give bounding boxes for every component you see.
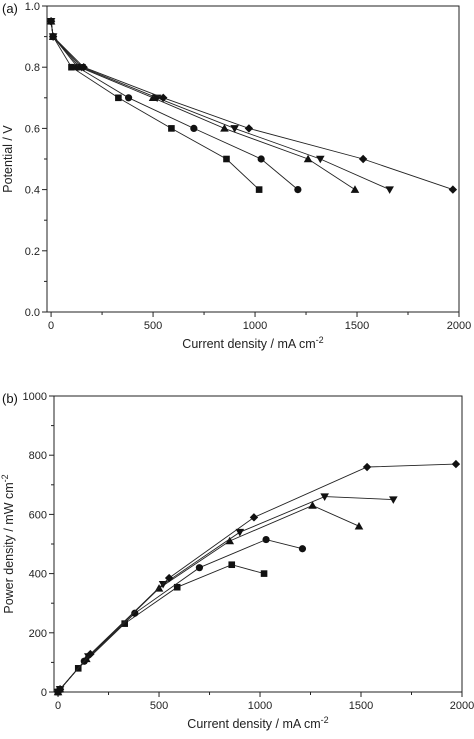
data-point bbox=[220, 124, 229, 132]
y-tick-label: 0.6 bbox=[25, 123, 40, 135]
data-point bbox=[223, 155, 230, 163]
series-triangle-down bbox=[53, 493, 398, 697]
data-point bbox=[451, 459, 461, 469]
data-point bbox=[298, 545, 307, 553]
series-line bbox=[57, 539, 303, 693]
data-point bbox=[389, 496, 398, 504]
data-point bbox=[195, 564, 204, 572]
series-line bbox=[57, 505, 360, 693]
x-tick-label: 0 bbox=[55, 700, 61, 712]
data-point bbox=[230, 125, 239, 133]
data-point bbox=[190, 124, 198, 132]
data-point bbox=[115, 94, 122, 102]
y-tick-label: 0.4 bbox=[25, 185, 40, 197]
data-point bbox=[308, 501, 317, 509]
panel-b-chart: 0 500 1000 1500 2000 0 200 400 600 800 1000 Current… bbox=[0, 391, 474, 731]
series-diamond bbox=[53, 459, 461, 697]
series-triangle-up bbox=[46, 17, 360, 193]
x-tick-label: 500 bbox=[144, 320, 162, 332]
data-point bbox=[164, 573, 174, 583]
series-circle bbox=[54, 535, 307, 696]
data-point bbox=[358, 154, 368, 164]
series-line bbox=[57, 496, 394, 693]
data-point bbox=[124, 94, 133, 102]
plot-frame bbox=[46, 5, 460, 313]
y-tick-label: 400 bbox=[29, 569, 47, 581]
data-point bbox=[320, 493, 329, 501]
x-axis-label: Current density / mA cm-2 bbox=[182, 335, 323, 351]
data-point bbox=[262, 535, 270, 544]
data-point bbox=[235, 528, 245, 537]
series-line bbox=[50, 21, 390, 191]
y-tick-label: 1000 bbox=[23, 391, 47, 403]
series-line bbox=[50, 21, 260, 190]
data-point bbox=[260, 570, 268, 577]
data-point bbox=[228, 561, 236, 569]
x-tick-label: 0 bbox=[48, 320, 54, 332]
data-point bbox=[79, 63, 88, 72]
y-tick-label: 0.8 bbox=[25, 62, 40, 74]
y-tick-label: 1.0 bbox=[25, 1, 40, 13]
data-point bbox=[249, 513, 259, 522]
x-tick-label: 2000 bbox=[447, 320, 471, 332]
x-tick-label: 1000 bbox=[243, 320, 267, 332]
series-circle bbox=[47, 17, 302, 194]
y-axis-label: Potential / V bbox=[1, 125, 15, 193]
panel-label: (b) bbox=[2, 391, 18, 406]
series-square bbox=[47, 18, 263, 193]
x-tick-label: 1500 bbox=[349, 700, 373, 712]
data-point bbox=[448, 185, 458, 194]
panel-a-chart: 0 500 1000 1500 2000 0.0 0.2 0.4 0.6 0.8 1.0 Curren… bbox=[1, 1, 471, 351]
data-point bbox=[257, 155, 265, 163]
data-point bbox=[385, 186, 394, 194]
data-point bbox=[173, 583, 181, 591]
data-point bbox=[225, 536, 235, 545]
y-tick-label: 0 bbox=[41, 687, 47, 699]
data-point bbox=[55, 685, 65, 694]
data-point bbox=[68, 63, 75, 71]
data-point bbox=[354, 521, 364, 530]
series-diamond bbox=[46, 17, 458, 194]
data-point bbox=[46, 17, 56, 26]
data-point bbox=[159, 93, 168, 102]
series-line bbox=[50, 21, 299, 190]
panel-label: (a) bbox=[2, 1, 18, 16]
data-point bbox=[148, 93, 158, 102]
data-point bbox=[86, 649, 95, 659]
series-line bbox=[50, 21, 454, 191]
data-point bbox=[350, 185, 360, 193]
series-line bbox=[50, 21, 356, 190]
x-tick-label: 2000 bbox=[450, 700, 474, 712]
data-point bbox=[362, 462, 372, 472]
data-point bbox=[294, 186, 302, 194]
y-axis-label: Power density / mW cm-2 bbox=[0, 474, 16, 613]
x-tick-label: 1500 bbox=[345, 320, 369, 332]
y-tick-label: 0.2 bbox=[25, 246, 40, 258]
data-point bbox=[255, 186, 263, 193]
y-tick-label: 600 bbox=[29, 509, 47, 521]
series-triangle-down bbox=[46, 18, 394, 194]
y-tick-label: 800 bbox=[29, 450, 47, 462]
data-point bbox=[168, 125, 175, 132]
data-point bbox=[303, 154, 313, 163]
y-tick-label: 200 bbox=[29, 628, 47, 640]
series-triangle-up bbox=[53, 501, 364, 696]
data-point bbox=[121, 620, 128, 627]
x-tick-label: 500 bbox=[150, 700, 168, 712]
data-point bbox=[316, 155, 325, 164]
x-tick-label: 1000 bbox=[248, 700, 272, 712]
plot-frame bbox=[53, 395, 463, 693]
x-axis-label: Current density / mA cm-2 bbox=[187, 715, 328, 731]
data-point bbox=[158, 581, 168, 589]
data-point bbox=[48, 32, 58, 41]
data-point bbox=[244, 124, 254, 133]
y-tick-label: 0.0 bbox=[25, 307, 40, 319]
data-point bbox=[131, 609, 139, 617]
